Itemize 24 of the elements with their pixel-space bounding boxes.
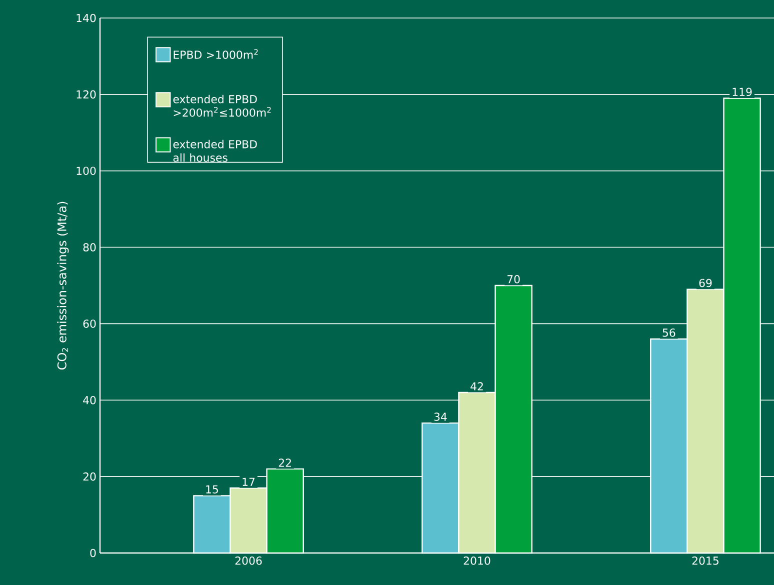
data-label: 70 bbox=[507, 275, 520, 284]
data-label: 17 bbox=[242, 478, 255, 486]
y-tick-label: 120 bbox=[76, 90, 96, 99]
legend-label: extended EPBD >200m$^{2}$≤1000m$^{2}$ bbox=[173, 94, 271, 117]
data-label: 15 bbox=[206, 485, 218, 494]
x-tick-label: 2010 bbox=[464, 556, 490, 565]
x-tick-label: 2015 bbox=[692, 556, 718, 565]
x-tick-label: 2006 bbox=[235, 556, 262, 565]
data-label: 69 bbox=[699, 278, 712, 288]
data-label: 22 bbox=[278, 458, 291, 467]
data-label: 34 bbox=[434, 412, 447, 421]
y-tick-label: 140 bbox=[76, 14, 96, 22]
y-tick-label: 20 bbox=[83, 472, 96, 481]
legend-label: extended EPBD all houses bbox=[173, 140, 257, 162]
y-tick-label: 40 bbox=[83, 396, 96, 404]
data-label: 42 bbox=[470, 382, 483, 390]
data-label: 56 bbox=[662, 328, 676, 337]
data-label: 119 bbox=[732, 88, 752, 96]
y-tick-label: 80 bbox=[83, 243, 96, 252]
y-tick-label: 60 bbox=[83, 320, 96, 328]
legend-label: EPBD >1000m$^{2}$ bbox=[174, 49, 258, 59]
y-tick-label: 100 bbox=[76, 166, 96, 175]
y-tick-label: 0 bbox=[90, 548, 96, 558]
y-axis-title: CO$_{2}$ emission-savings (Mt/a) bbox=[57, 202, 69, 370]
